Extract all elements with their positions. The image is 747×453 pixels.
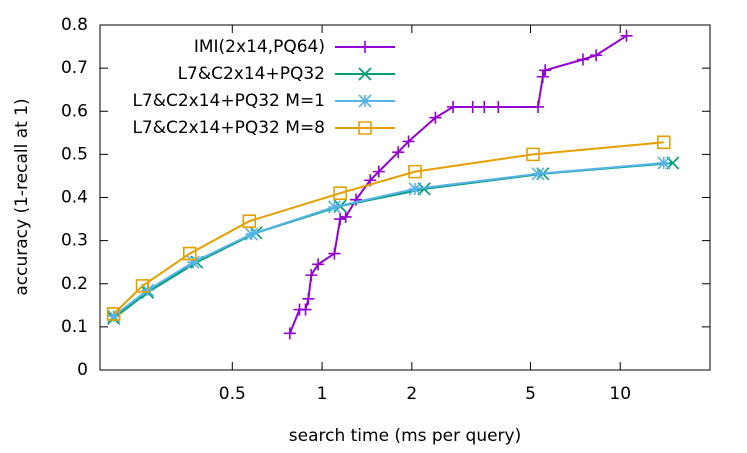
data-point [186, 255, 200, 269]
data-point [372, 165, 385, 178]
y-tick-label: 0.4 [61, 188, 88, 208]
legend-marker [358, 121, 372, 135]
data-point [478, 100, 491, 113]
data-point [333, 186, 347, 200]
data-point [531, 167, 545, 181]
x-tick-label: 1 [317, 384, 328, 404]
data-point [106, 307, 121, 321]
data-point [539, 64, 552, 77]
data-point [244, 227, 259, 241]
legend-label: L7&C2x14+PQ32 [178, 64, 325, 84]
legend-marker [359, 41, 371, 53]
data-point [305, 269, 318, 282]
data-point [302, 292, 315, 305]
y-tick-label: 0.6 [61, 101, 88, 121]
y-tick-label: 0.1 [61, 317, 88, 337]
legend-label: L7&C2x14+PQ32 M=1 [132, 91, 325, 111]
data-point [532, 100, 545, 113]
data-point [299, 303, 312, 316]
data-point [242, 214, 257, 229]
y-tick-label: 0.5 [61, 144, 88, 164]
y-tick-label: 0 [77, 360, 88, 380]
series-line [113, 162, 673, 320]
data-point [492, 100, 505, 113]
data-point [408, 164, 422, 179]
data-point [408, 182, 422, 196]
legend-marker [358, 67, 372, 81]
data-point [429, 111, 442, 124]
data-point [402, 135, 415, 148]
data-point [107, 309, 121, 323]
x-tick-label: 5 [525, 384, 536, 404]
y-tick-label: 0.7 [61, 58, 88, 78]
data-point [312, 258, 325, 271]
y-tick-label: 0.2 [61, 274, 88, 294]
legend-label: IMI(2x14,PQ64) [194, 37, 325, 57]
data-point [620, 29, 633, 42]
y-tick-label: 0.3 [61, 231, 88, 251]
data-point [334, 213, 347, 226]
data-point [526, 147, 540, 162]
x-axis-label: search time (ms per query) [289, 426, 522, 446]
series-line [112, 141, 664, 315]
data-point [141, 283, 155, 297]
data-point [590, 49, 603, 62]
data-point [135, 279, 150, 293]
data-point [327, 200, 341, 214]
series-line [113, 162, 664, 317]
data-point [576, 53, 589, 66]
legend-marker [358, 94, 372, 108]
data-point [328, 247, 341, 260]
data-point [339, 210, 352, 223]
y-axis-label: accuracy (1-recall at 1) [12, 98, 32, 295]
data-point [447, 100, 460, 113]
data-point [417, 182, 431, 196]
y-tick-label: 0.8 [61, 15, 88, 35]
x-tick-label: 0.5 [219, 384, 246, 404]
data-point [536, 70, 549, 83]
x-tick-label: 2 [406, 384, 417, 404]
legend-label: L7&C2x14+PQ32 M=8 [132, 118, 325, 138]
data-point [182, 246, 197, 261]
x-tick-label: 10 [609, 384, 631, 404]
data-point [392, 146, 405, 159]
data-point [466, 100, 479, 113]
data-point [657, 135, 671, 150]
data-point [283, 327, 296, 340]
data-point [657, 156, 671, 170]
